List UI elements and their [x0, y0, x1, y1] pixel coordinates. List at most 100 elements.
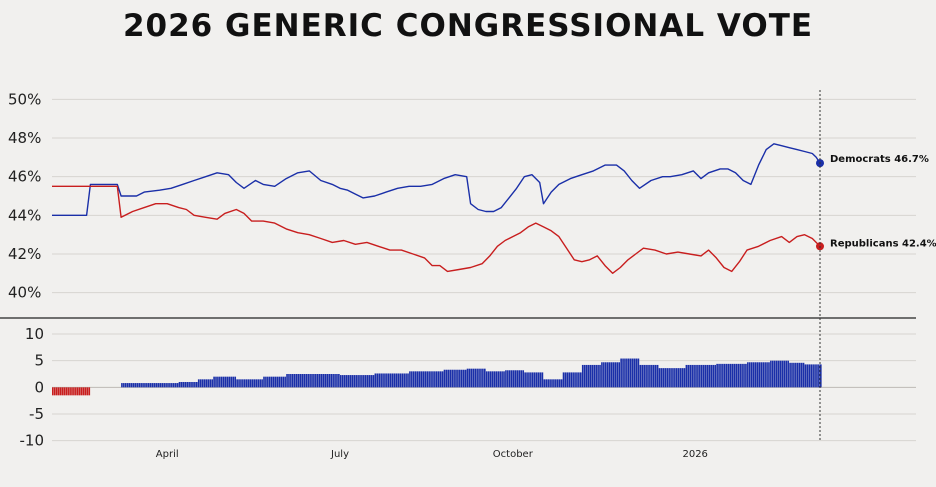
margin-bar: [165, 383, 167, 388]
margin-bar: [363, 375, 365, 388]
margin-bar: [685, 364, 688, 388]
margin-bar: [238, 379, 240, 388]
margin-bar: [503, 371, 505, 388]
margin-bar: [382, 373, 384, 388]
margin-bar: [606, 362, 609, 388]
y-tick-label: 42%: [8, 245, 41, 263]
margin-bar: [395, 373, 398, 388]
margin-bar: [558, 379, 561, 388]
margin-bar: [604, 362, 607, 388]
margin-bar: [307, 374, 309, 388]
margin-bar: [257, 379, 260, 388]
margin-bar: [647, 364, 649, 388]
margin-bar: [652, 364, 655, 388]
margin-bar: [700, 364, 703, 388]
y-tick-label: 10: [25, 325, 44, 343]
margin-bar: [804, 364, 807, 388]
margin-bar: [491, 371, 494, 388]
margin-bar: [378, 373, 381, 388]
x-tick-label: April: [156, 449, 179, 460]
margin-bar: [447, 369, 450, 388]
margin-bar: [322, 374, 325, 388]
margin-bar: [345, 375, 348, 388]
margin-bar: [297, 374, 300, 388]
margin-bar: [230, 376, 233, 388]
margin-bar: [791, 362, 793, 388]
margin-bar: [724, 363, 726, 388]
margin-bar: [332, 374, 334, 388]
margin-bar: [361, 375, 363, 388]
margin-bar: [389, 373, 392, 388]
margin-bar: [683, 368, 686, 388]
margin-bar: [485, 371, 488, 388]
margin-bar: [203, 379, 206, 388]
margin-bar: [315, 374, 317, 388]
margin-bar: [676, 368, 678, 388]
margin-bar: [766, 362, 768, 388]
margin-bar: [487, 371, 490, 388]
margin-bar: [359, 375, 361, 388]
margin-bar: [712, 364, 715, 388]
margin-bar: [541, 372, 544, 388]
margin-bar: [499, 371, 501, 388]
margin-bar: [547, 379, 549, 388]
margin-bar: [812, 364, 814, 388]
margin-bar: [69, 387, 71, 396]
margin-bar: [445, 369, 448, 388]
margin-bar: [464, 369, 467, 388]
margin-bar: [645, 364, 647, 388]
margin-bar: [76, 387, 79, 396]
margin-bar: [462, 369, 465, 388]
margin-bar: [508, 370, 511, 388]
margin-bar: [516, 370, 519, 388]
margin-bar: [412, 371, 415, 388]
margin-bar: [533, 372, 536, 388]
margin-bar: [691, 364, 693, 388]
margin-bar: [585, 364, 588, 388]
margin-bar: [343, 375, 346, 388]
margin-bar: [752, 362, 755, 388]
democrats-end-label: Democrats 46.7%: [830, 154, 929, 165]
margin-bar: [228, 376, 231, 388]
margin-bar: [288, 374, 290, 388]
margin-bar: [495, 371, 498, 388]
margin-bar: [282, 376, 285, 388]
margin-bar: [535, 372, 538, 388]
margin-bar: [796, 362, 799, 388]
margin-bar: [758, 362, 761, 388]
margin-bar: [78, 387, 81, 396]
margin-bar: [449, 369, 452, 388]
x-tick-label: July: [330, 449, 349, 460]
margin-bar: [593, 364, 596, 388]
margin-bar: [480, 368, 482, 388]
y-tick-label: 44%: [8, 206, 41, 224]
margin-bar: [270, 376, 273, 388]
margin-bar: [190, 382, 192, 388]
y-tick-label: 48%: [8, 129, 41, 147]
margin-bar: [136, 383, 139, 388]
margin-bar: [313, 374, 315, 388]
margin-bar: [772, 360, 774, 388]
margin-bar: [299, 374, 302, 388]
margin-bar: [681, 368, 684, 388]
margin-bar: [677, 368, 680, 388]
margin-bar: [745, 363, 747, 388]
margin-bar: [739, 363, 741, 388]
margin-bar: [568, 372, 571, 388]
margin-bar: [163, 383, 165, 388]
republicans-end-label: Republicans 42.4%: [830, 238, 936, 249]
margin-bar: [660, 368, 663, 388]
margin-bar: [220, 376, 223, 388]
margin-bar: [773, 360, 776, 388]
margin-bar: [330, 374, 333, 388]
margin-bar: [309, 374, 311, 388]
margin-bar: [186, 382, 189, 388]
margin-bar: [65, 387, 68, 396]
margin-bar: [386, 373, 388, 388]
margin-bar: [171, 383, 173, 388]
margin-bar: [556, 379, 559, 388]
margin-bar: [466, 368, 469, 388]
margin-bar: [451, 369, 453, 388]
margin-bar: [553, 379, 555, 388]
margin-bar: [420, 371, 423, 388]
